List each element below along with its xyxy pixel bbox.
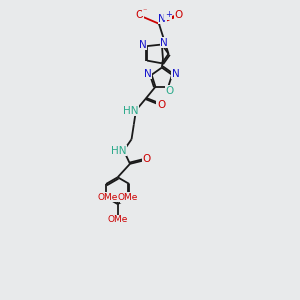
Text: O: O xyxy=(135,10,143,20)
Text: N: N xyxy=(158,14,166,24)
Text: ⁻: ⁻ xyxy=(142,6,147,15)
Text: N: N xyxy=(172,69,179,79)
Text: HN: HN xyxy=(111,146,127,156)
Text: OMe: OMe xyxy=(118,193,138,202)
Text: +: + xyxy=(165,10,172,19)
Text: N: N xyxy=(160,38,168,48)
Text: Me: Me xyxy=(125,193,139,202)
Text: OMe: OMe xyxy=(98,193,118,202)
Text: O: O xyxy=(175,10,183,20)
Text: N: N xyxy=(144,69,152,79)
Text: O: O xyxy=(157,100,165,110)
Text: O: O xyxy=(165,85,173,96)
Text: OMe: OMe xyxy=(107,215,128,224)
Text: O: O xyxy=(142,154,151,164)
Text: O: O xyxy=(121,192,129,203)
Text: N: N xyxy=(139,40,147,50)
Text: HN: HN xyxy=(123,106,139,116)
